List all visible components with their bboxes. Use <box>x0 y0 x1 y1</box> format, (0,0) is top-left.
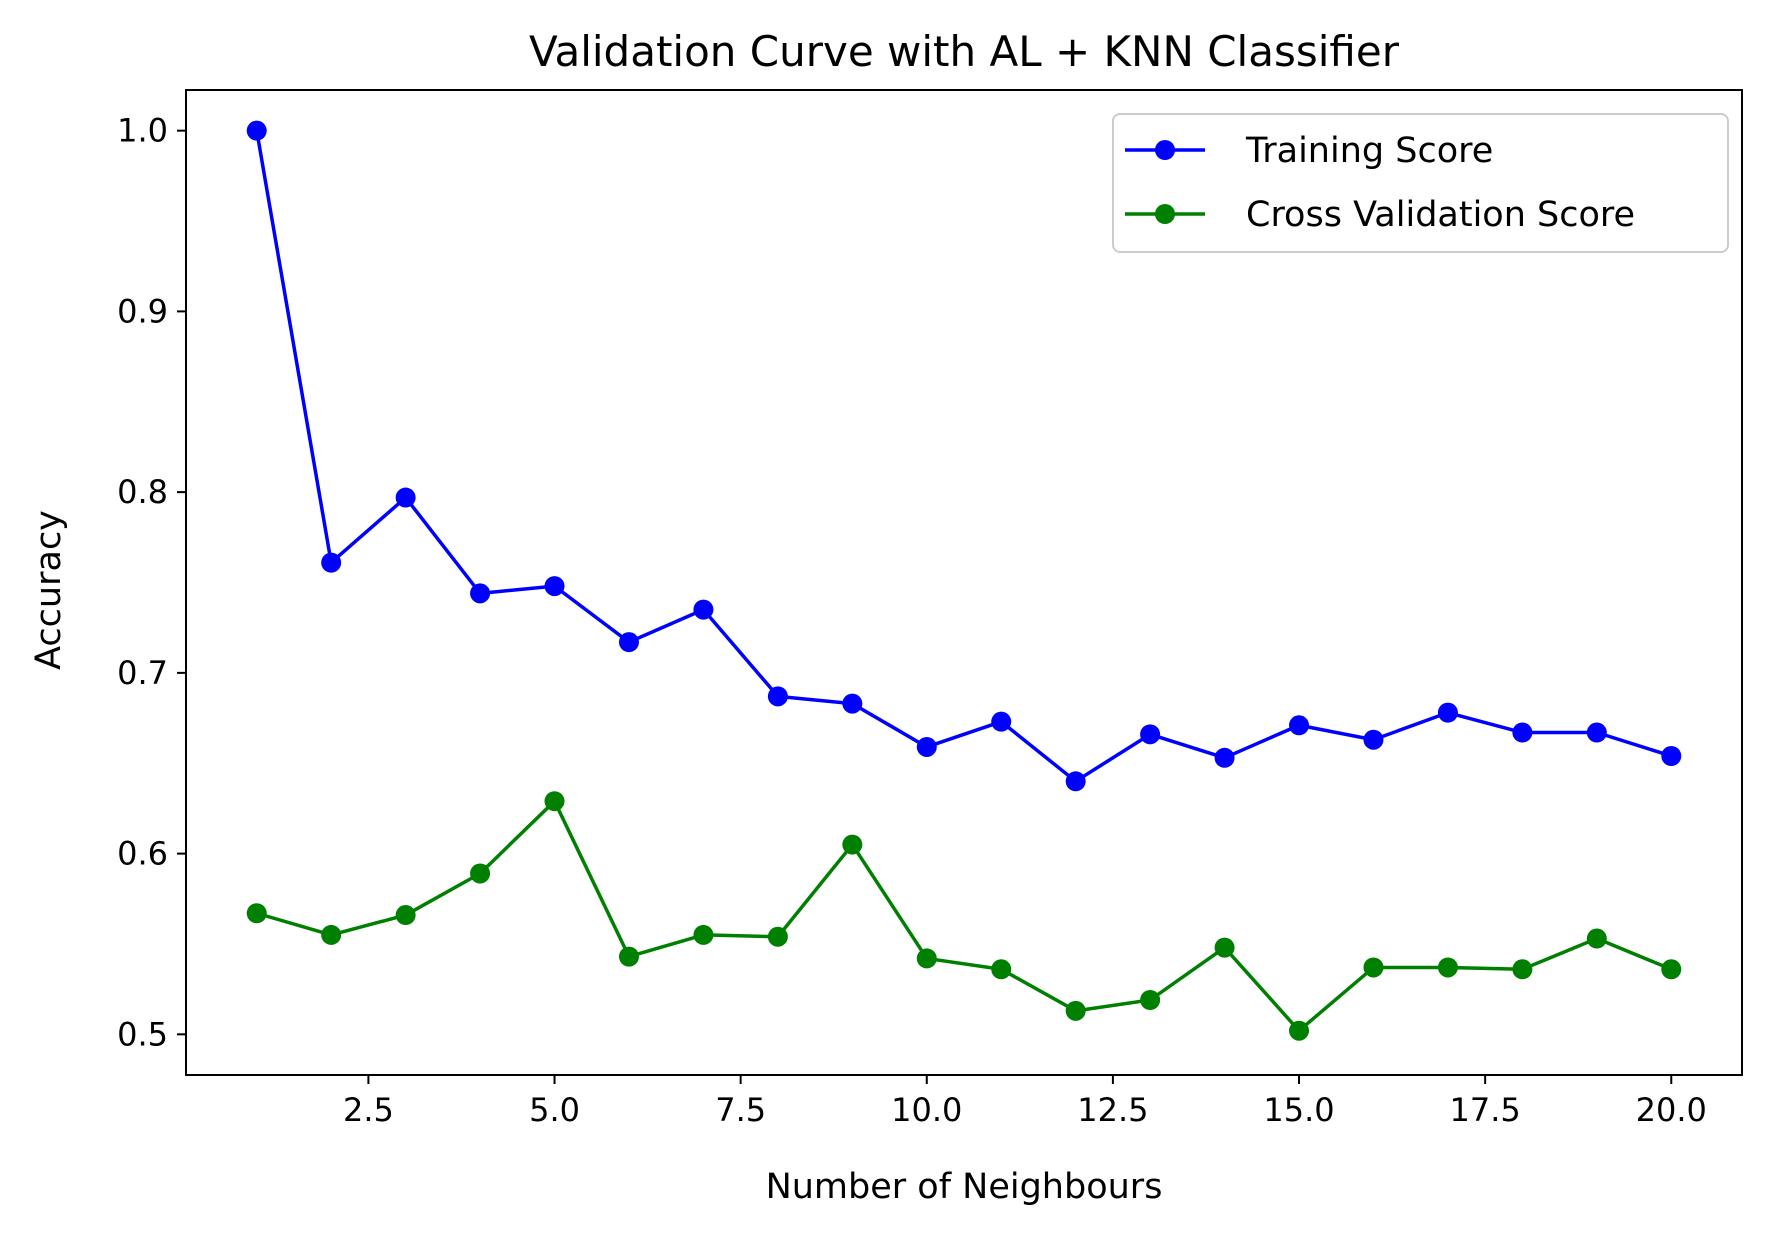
y-tick-label: 0.8 <box>117 473 168 511</box>
training-score-point <box>321 552 342 573</box>
training-score-point <box>1065 771 1086 792</box>
training-score-point <box>395 487 416 508</box>
training-score-legend-label: Training Score <box>1245 131 1493 171</box>
x-tick-label: 12.5 <box>1077 1091 1148 1129</box>
legend: Training Score Cross Validation Score <box>1112 113 1729 253</box>
y-tick-label: 0.5 <box>117 1015 168 1053</box>
training-score-point <box>618 632 639 653</box>
training-score-point <box>1214 747 1235 768</box>
x-tick-label: 10.0 <box>891 1091 962 1129</box>
cross-validation-score-point <box>395 905 416 926</box>
cross-validation-score-point <box>1363 957 1384 978</box>
axes-frame <box>185 89 1743 1076</box>
x-tick-label: 2.5 <box>343 1091 394 1129</box>
cross-validation-score-point <box>1437 957 1458 978</box>
chart-title: Validation Curve with AL + KNN Classifie… <box>529 27 1400 76</box>
cross-validation-score-point <box>1140 989 1161 1010</box>
cross-validation-score-point <box>246 903 267 924</box>
cross-validation-score-point <box>1289 1020 1310 1041</box>
y-tick-label: 0.7 <box>117 654 168 692</box>
cross-validation-score-point <box>693 924 714 945</box>
cross-validation-score-point <box>321 924 342 945</box>
x-tick-label: 5.0 <box>529 1091 580 1129</box>
cross-validation-score-point <box>1065 1000 1086 1021</box>
y-tick-label: 0.9 <box>117 292 168 330</box>
legend-box <box>1112 113 1729 253</box>
plot-area: 2.5 5.0 7.5 10.0 12.5 15.0 17.5 20.0 0.5 0.6 0.7 0.… <box>117 89 1743 1129</box>
cross-validation-score-point <box>1661 959 1682 980</box>
training-score-point <box>544 576 565 597</box>
training-score-point <box>1363 729 1384 750</box>
training-score-point <box>767 686 788 707</box>
training-score-point <box>470 583 491 604</box>
cross-validation-score-point <box>1586 928 1607 949</box>
training-score-point <box>693 599 714 620</box>
x-tick-label: 7.5 <box>715 1091 766 1129</box>
x-tick-label: 17.5 <box>1450 1091 1521 1129</box>
y-axis-label: Accuracy <box>29 510 69 670</box>
training-score-point <box>1586 722 1607 743</box>
y-tick-label: 0.6 <box>117 835 168 873</box>
training-score-point <box>1289 715 1310 736</box>
cross-validation-score-point <box>1512 959 1533 980</box>
training-score-point <box>1140 724 1161 745</box>
cross-validation-score-point <box>618 946 639 967</box>
training-score-point <box>1437 702 1458 723</box>
x-axis-label: Number of Neighbours <box>766 1167 1163 1207</box>
cross-validation-score-line <box>256 799 1672 1033</box>
cross-validation-score-point <box>544 791 565 812</box>
cross-validation-score-point <box>470 863 491 884</box>
x-tick-label: 15.0 <box>1263 1091 1334 1129</box>
training-score-point <box>916 736 937 757</box>
cross-validation-score-point <box>991 959 1012 980</box>
cross-validation-score-legend-marker <box>1155 204 1175 224</box>
y-tick-label: 1.0 <box>117 112 168 150</box>
training-score-point <box>1512 722 1533 743</box>
cross-validation-score-point <box>1214 937 1235 958</box>
cross-validation-score-point <box>916 948 937 969</box>
training-score-point <box>246 120 267 141</box>
cross-validation-score-point <box>842 834 863 855</box>
training-score-point <box>1661 746 1682 767</box>
training-score-point <box>991 711 1012 732</box>
cross-validation-score-legend-label: Cross Validation Score <box>1246 195 1635 235</box>
training-score-line <box>255 130 1672 784</box>
training-score-legend-marker <box>1155 140 1175 160</box>
training-score-point <box>842 693 863 714</box>
x-tick-label: 20.0 <box>1636 1091 1707 1129</box>
cross-validation-score-point <box>767 926 788 947</box>
